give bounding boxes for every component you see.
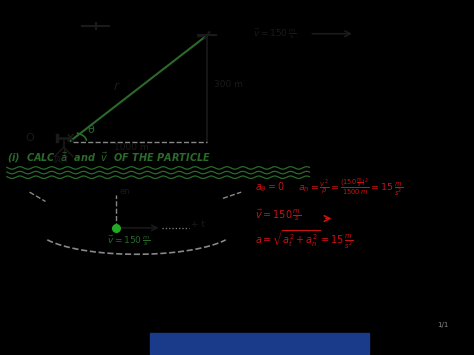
Text: $a=\sqrt{a_t^2+a_n^2}=15\,\frac{m}{s^2}$: $a=\sqrt{a_t^2+a_n^2}=15\,\frac{m}{s^2}$ <box>255 228 353 251</box>
Text: $\vec{v}=150\,\frac{m}{s}$: $\vec{v}=150\,\frac{m}{s}$ <box>253 26 296 40</box>
Text: $\vec{v}=150\,\frac{m}{s}$: $\vec{v}=150\,\frac{m}{s}$ <box>255 207 301 223</box>
Text: $a_n=\frac{v^2}{\rho}=\frac{(150\,\frac{m}{s})^2}{1500\,m}=15\,\frac{m}{s^2}$: $a_n=\frac{v^2}{\rho}=\frac{(150\,\frac{… <box>298 176 403 198</box>
Text: 1/1: 1/1 <box>437 322 448 328</box>
Text: 300 m: 300 m <box>214 80 243 88</box>
Text: O: O <box>25 133 34 143</box>
Text: $\vec{v}=150\,\frac{m}{s}$: $\vec{v}=150\,\frac{m}{s}$ <box>107 233 150 248</box>
Text: θ: θ <box>87 125 94 135</box>
Text: r: r <box>114 80 119 93</box>
Bar <box>150 333 369 354</box>
Text: TAM: TAM <box>52 155 68 165</box>
Text: (i)  CALC  $\vec{a}$  and  $\vec{v}$  OF THE PARTICLE: (i) CALC $\vec{a}$ and $\vec{v}$ OF THE … <box>7 150 211 165</box>
Text: en: en <box>119 187 130 196</box>
Text: + t: + t <box>191 220 205 229</box>
Text: $a_\theta=0$: $a_\theta=0$ <box>255 181 285 195</box>
Text: 1000 m: 1000 m <box>114 143 148 152</box>
